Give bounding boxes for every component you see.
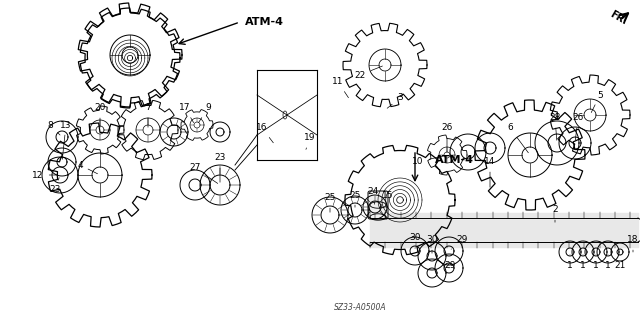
Text: 27: 27 [189, 164, 218, 183]
Text: 1: 1 [605, 255, 611, 270]
Text: 16: 16 [256, 123, 273, 143]
Text: 19: 19 [304, 133, 316, 149]
Text: 15: 15 [380, 190, 394, 208]
Text: 12: 12 [32, 170, 57, 180]
Text: 5: 5 [591, 91, 603, 113]
Text: 3: 3 [387, 93, 403, 108]
Text: SZ33-A0500A: SZ33-A0500A [333, 302, 387, 311]
Text: ATM-4: ATM-4 [245, 17, 284, 27]
Text: 8: 8 [47, 121, 60, 135]
Text: 28: 28 [549, 114, 561, 140]
Text: 11: 11 [332, 78, 348, 98]
Text: 26: 26 [442, 123, 452, 152]
Text: 4: 4 [77, 160, 97, 174]
Text: 25: 25 [349, 190, 361, 207]
Text: 23: 23 [214, 153, 226, 182]
Text: 30: 30 [426, 235, 438, 253]
Text: 1: 1 [580, 255, 586, 270]
Text: 17: 17 [179, 103, 193, 122]
Text: 22: 22 [355, 66, 383, 79]
Text: 13: 13 [60, 121, 72, 159]
FancyBboxPatch shape [368, 191, 388, 219]
Text: 9: 9 [198, 103, 211, 123]
Text: 1: 1 [593, 255, 599, 270]
Text: 6: 6 [507, 123, 529, 153]
Text: 29: 29 [444, 261, 456, 270]
Text: 23: 23 [49, 178, 61, 195]
Text: 18: 18 [627, 235, 639, 252]
Text: 25: 25 [324, 194, 336, 212]
Text: 21: 21 [614, 255, 626, 270]
Text: 10: 10 [412, 156, 444, 167]
Text: FR.: FR. [608, 9, 628, 27]
Text: ATM-4: ATM-4 [435, 155, 474, 165]
Text: 26: 26 [572, 114, 584, 140]
Text: 1: 1 [567, 255, 573, 270]
Text: 7: 7 [145, 103, 151, 127]
Text: 24: 24 [367, 188, 379, 204]
Text: 2: 2 [552, 205, 558, 222]
Text: 20: 20 [94, 103, 106, 127]
Text: 30: 30 [409, 234, 420, 248]
Text: 29: 29 [451, 235, 468, 249]
Text: 14: 14 [484, 158, 496, 187]
